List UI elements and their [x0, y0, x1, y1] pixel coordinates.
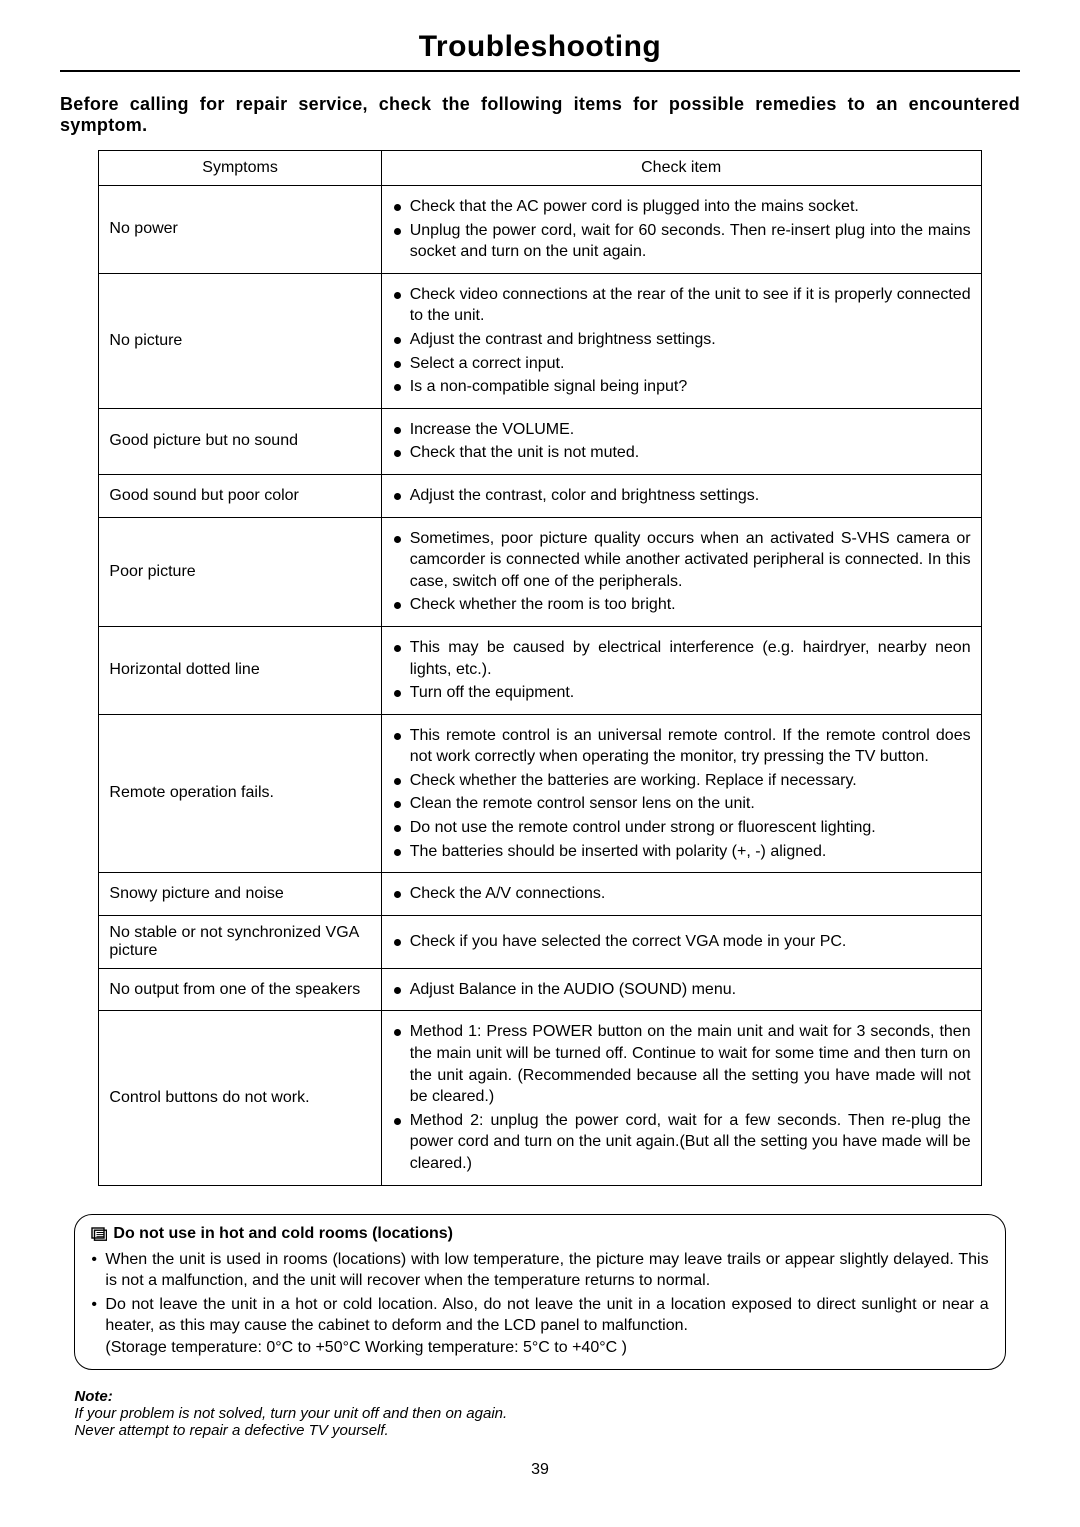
- header-check-item: Check item: [381, 151, 981, 186]
- note-label: Note:: [74, 1388, 1005, 1405]
- check-cell: Check if you have selected the correct V…: [381, 915, 981, 968]
- check-item: Check that the unit is not muted.: [392, 442, 971, 464]
- check-item: Check that the AC power cord is plugged …: [392, 196, 971, 218]
- callout-list: When the unit is used in rooms (location…: [91, 1249, 988, 1337]
- note-icon: [91, 1227, 107, 1241]
- check-list: Check that the AC power cord is plugged …: [392, 196, 971, 263]
- check-item: Adjust the contrast and brightness setti…: [392, 329, 971, 351]
- check-item: Check video connections at the rear of t…: [392, 284, 971, 327]
- check-item: Check if you have selected the correct V…: [392, 931, 971, 953]
- footer-note: Note: If your problem is not solved, tur…: [74, 1388, 1005, 1439]
- check-list: Sometimes, poor picture quality occurs w…: [392, 528, 971, 616]
- check-item: Turn off the equipment.: [392, 682, 971, 704]
- check-item: Increase the VOLUME.: [392, 419, 971, 441]
- symptom-cell: Snowy picture and noise: [99, 873, 381, 916]
- callout-item: Do not leave the unit in a hot or cold l…: [91, 1294, 988, 1337]
- table-row: Poor pictureSometimes, poor picture qual…: [99, 517, 981, 626]
- symptom-cell: Control buttons do not work.: [99, 1011, 381, 1185]
- check-cell: Adjust the contrast, color and brightnes…: [381, 474, 981, 517]
- page-title: Troubleshooting: [60, 30, 1020, 64]
- symptom-cell: Poor picture: [99, 517, 381, 626]
- check-item: Adjust the contrast, color and brightnes…: [392, 485, 971, 507]
- symptom-cell: No power: [99, 186, 381, 274]
- check-list: Adjust Balance in the AUDIO (SOUND) menu…: [392, 979, 971, 1001]
- check-list: Check the A/V connections.: [392, 883, 971, 905]
- note-line: If your problem is not solved, turn your…: [74, 1405, 1005, 1422]
- intro-text: Before calling for repair service, check…: [60, 94, 1020, 136]
- note-line: Never attempt to repair a defective TV y…: [74, 1422, 1005, 1439]
- check-item: Select a correct input.: [392, 353, 971, 375]
- check-cell: Method 1: Press POWER button on the main…: [381, 1011, 981, 1185]
- symptom-cell: No output from one of the speakers: [99, 968, 381, 1011]
- check-list: Method 1: Press POWER button on the main…: [392, 1021, 971, 1174]
- check-cell: Check the A/V connections.: [381, 873, 981, 916]
- symptom-cell: Horizontal dotted line: [99, 626, 381, 714]
- table-row: No output from one of the speakers Adjust…: [99, 968, 981, 1011]
- check-list: Increase the VOLUME.Check that the unit …: [392, 419, 971, 464]
- check-list: Adjust the contrast, color and brightnes…: [392, 485, 971, 507]
- table-row: No power Check that the AC power cord is …: [99, 186, 981, 274]
- troubleshoot-table: Symptoms Check item No power Check that t…: [98, 150, 981, 1186]
- page-number: 39: [60, 1461, 1020, 1479]
- table-row: Control buttons do not work.Method 1: Pr…: [99, 1011, 981, 1185]
- check-item: Method 1: Press POWER button on the main…: [392, 1021, 971, 1107]
- table-row: No stable or not synchronized VGA pictur…: [99, 915, 981, 968]
- check-cell: This remote control is an universal remo…: [381, 714, 981, 873]
- callout-item: When the unit is used in rooms (location…: [91, 1249, 988, 1292]
- header-symptoms: Symptoms: [99, 151, 381, 186]
- table-row: Horizontal dotted line This may be caused…: [99, 626, 981, 714]
- callout-heading-text: Do not use in hot and cold rooms (locati…: [113, 1225, 453, 1243]
- check-item: The batteries should be inserted with po…: [392, 841, 971, 863]
- check-item: Check the A/V connections.: [392, 883, 971, 905]
- check-item: Method 2: unplug the power cord, wait fo…: [392, 1110, 971, 1175]
- table-row: Snowy picture and noise Check the A/V con…: [99, 873, 981, 916]
- check-list: Check if you have selected the correct V…: [392, 931, 971, 953]
- check-cell: Increase the VOLUME.Check that the unit …: [381, 408, 981, 474]
- callout-storage-line: (Storage temperature: 0°C to +50°C Worki…: [91, 1339, 988, 1357]
- check-item: Check whether the room is too bright.: [392, 594, 971, 616]
- symptom-cell: No stable or not synchronized VGA pictur…: [99, 915, 381, 968]
- symptom-cell: No picture: [99, 273, 381, 408]
- check-cell: This may be caused by electrical interfe…: [381, 626, 981, 714]
- environment-callout: Do not use in hot and cold rooms (locati…: [74, 1214, 1005, 1370]
- table-row: Good picture but no soundIncrease the VO…: [99, 408, 981, 474]
- table-row: Remote operation fails. This remote contr…: [99, 714, 981, 873]
- check-cell: Adjust Balance in the AUDIO (SOUND) menu…: [381, 968, 981, 1011]
- check-cell: Sometimes, poor picture quality occurs w…: [381, 517, 981, 626]
- check-item: Check whether the batteries are working.…: [392, 770, 971, 792]
- check-list: Check video connections at the rear of t…: [392, 284, 971, 398]
- callout-heading: Do not use in hot and cold rooms (locati…: [91, 1225, 988, 1243]
- symptom-cell: Good sound but poor color: [99, 474, 381, 517]
- check-item: This may be caused by electrical interfe…: [392, 637, 971, 680]
- check-item: Is a non-compatible signal being input?: [392, 376, 971, 398]
- check-list: This may be caused by electrical interfe…: [392, 637, 971, 704]
- symptom-cell: Remote operation fails.: [99, 714, 381, 873]
- check-item: Unplug the power cord, wait for 60 secon…: [392, 220, 971, 263]
- check-item: Adjust Balance in the AUDIO (SOUND) menu…: [392, 979, 971, 1001]
- table-row: No picture Check video connections at the…: [99, 273, 981, 408]
- symptom-cell: Good picture but no sound: [99, 408, 381, 474]
- check-cell: Check video connections at the rear of t…: [381, 273, 981, 408]
- check-item: Clean the remote control sensor lens on …: [392, 793, 971, 815]
- check-item: Do not use the remote control under stro…: [392, 817, 971, 839]
- check-item: Sometimes, poor picture quality occurs w…: [392, 528, 971, 593]
- table-row: Good sound but poor color Adjust the cont…: [99, 474, 981, 517]
- check-item: This remote control is an universal remo…: [392, 725, 971, 768]
- check-cell: Check that the AC power cord is plugged …: [381, 186, 981, 274]
- title-rule: [60, 70, 1020, 72]
- check-list: This remote control is an universal remo…: [392, 725, 971, 863]
